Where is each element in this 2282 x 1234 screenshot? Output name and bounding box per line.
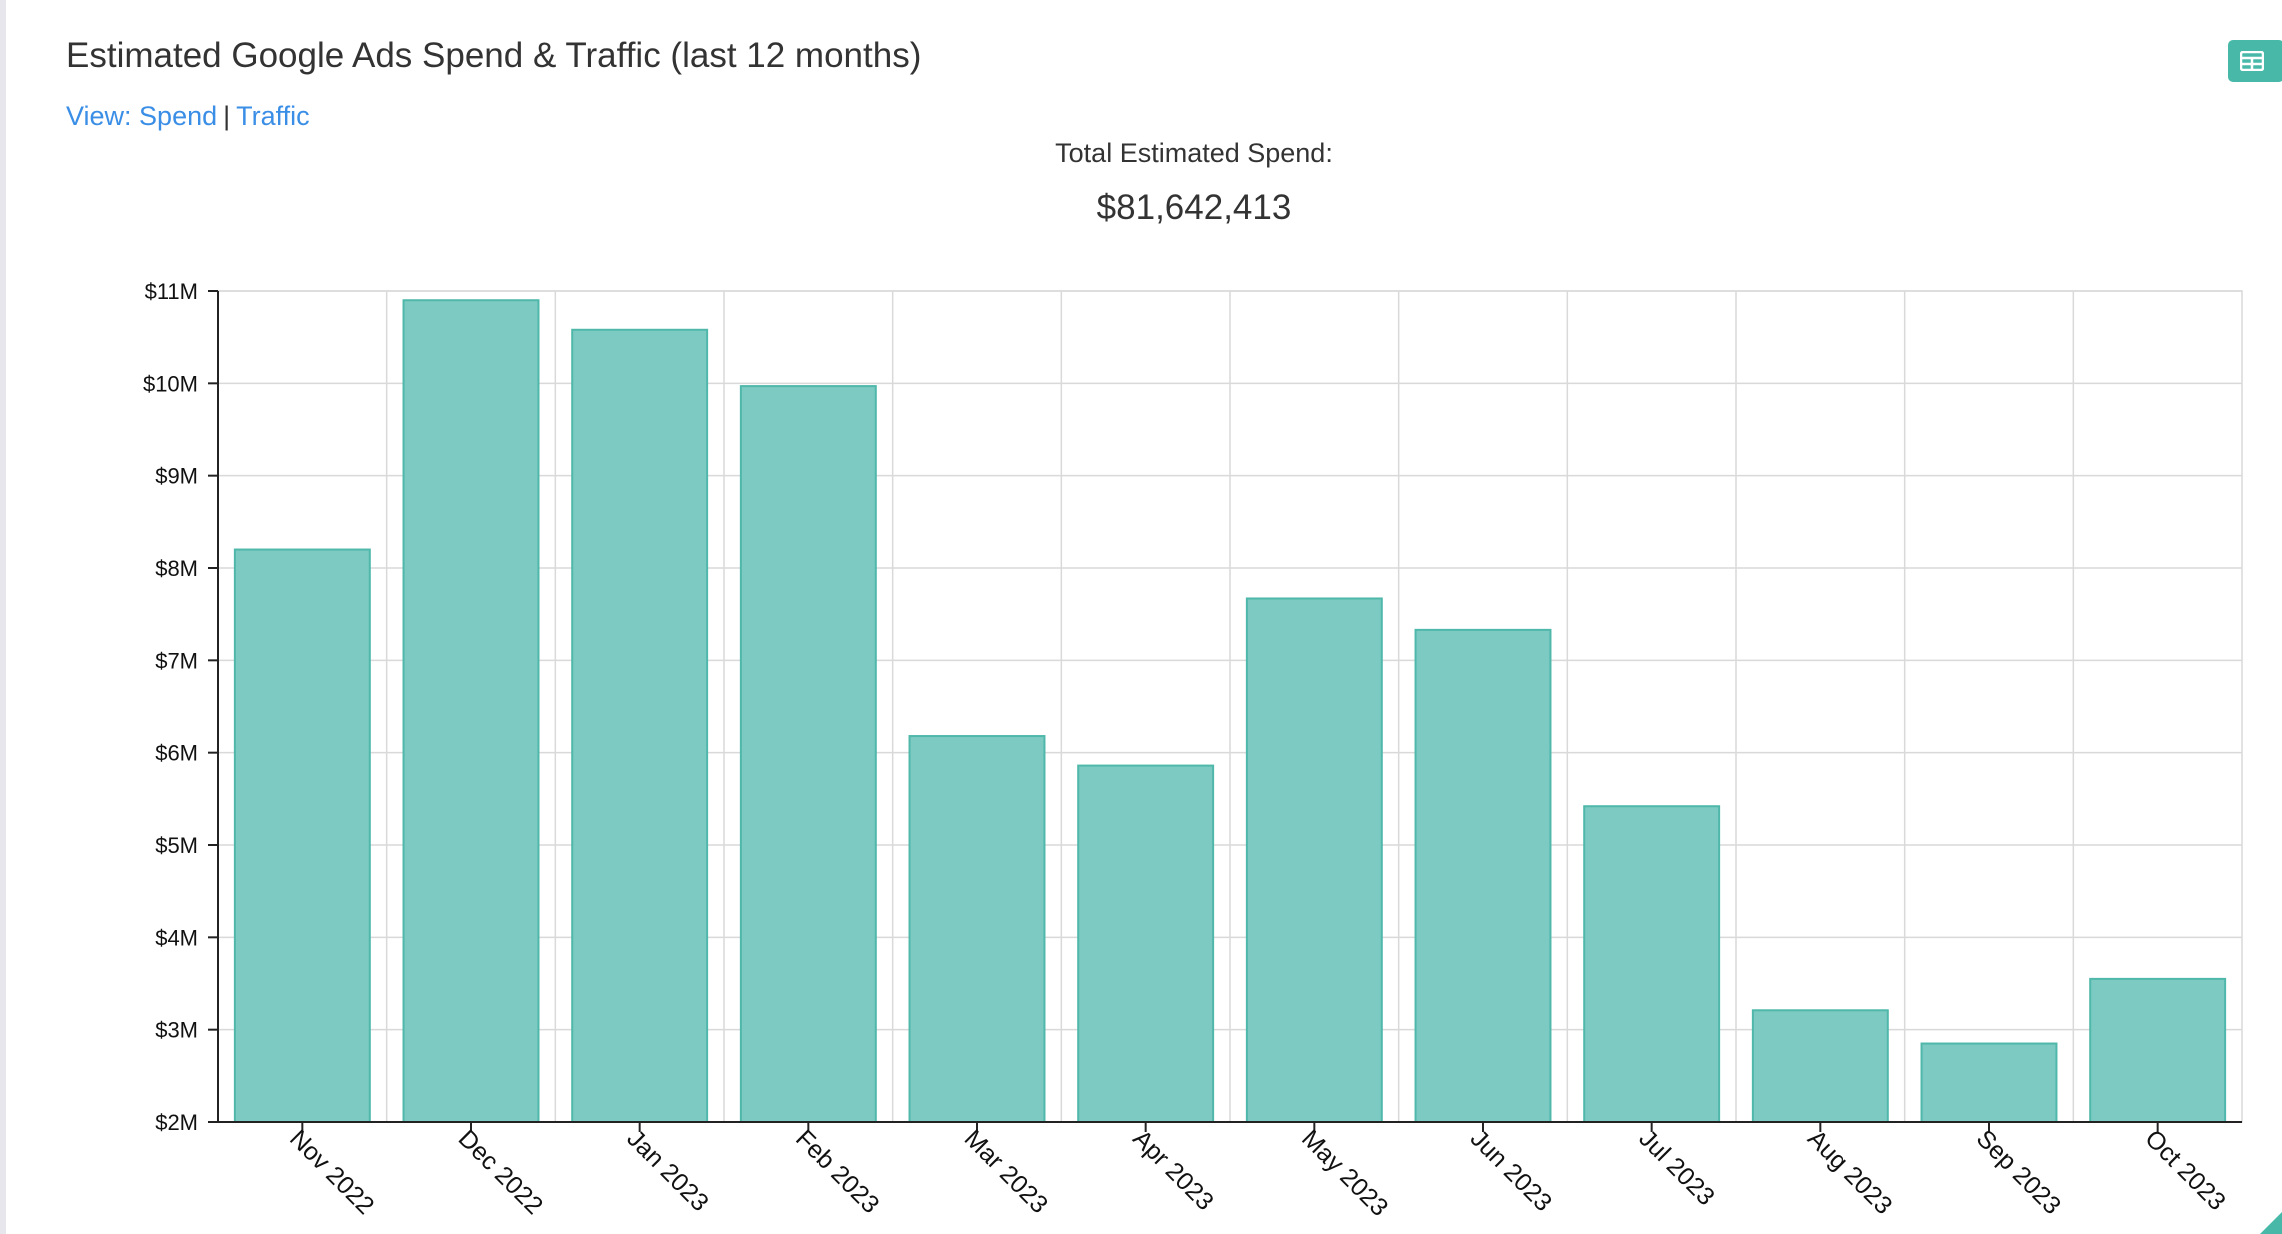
bar[interactable] bbox=[1751, 1009, 1889, 1124]
corner-resize-handle[interactable] bbox=[2260, 1212, 2282, 1234]
view-prefix: View: bbox=[66, 101, 140, 131]
view-traffic-link[interactable]: Traffic bbox=[236, 101, 310, 131]
bar[interactable] bbox=[1414, 628, 1552, 1123]
x-tick-label: Apr 2023 bbox=[1127, 1124, 1219, 1216]
x-tick-label: Oct 2023 bbox=[2139, 1124, 2231, 1216]
bar[interactable] bbox=[739, 385, 877, 1123]
y-tick-label: $6M bbox=[155, 741, 198, 766]
y-tick-label: $8M bbox=[155, 556, 198, 581]
y-tick-label: $10M bbox=[143, 371, 198, 396]
y-tick-label: $5M bbox=[155, 833, 198, 858]
y-tick-label: $7M bbox=[155, 648, 198, 673]
x-tick-label: May 2023 bbox=[1296, 1124, 1393, 1221]
view-spend-label: Spend bbox=[139, 101, 218, 131]
y-tick-label: $3M bbox=[155, 1018, 198, 1043]
total-spend-label: Total Estimated Spend: bbox=[1055, 138, 1333, 168]
y-tick-label: $11M bbox=[145, 279, 198, 304]
bar[interactable] bbox=[1583, 805, 1721, 1123]
x-tick-label: Feb 2023 bbox=[790, 1124, 884, 1218]
bar[interactable] bbox=[908, 735, 1046, 1124]
bar[interactable] bbox=[402, 299, 540, 1123]
total-spend-value: $81,642,413 bbox=[1096, 188, 1292, 227]
x-tick-label: Jul 2023 bbox=[1633, 1124, 1720, 1211]
bar[interactable] bbox=[1077, 764, 1215, 1123]
page-title: Estimated Google Ads Spend & Traffic (la… bbox=[66, 36, 922, 75]
y-tick-label: $9M bbox=[155, 464, 198, 489]
x-tick-label: Dec 2022 bbox=[453, 1124, 548, 1219]
x-tick-label: Mar 2023 bbox=[959, 1124, 1053, 1218]
y-tick-label: $2M bbox=[155, 1110, 198, 1135]
view-spend-link[interactable]: View: Spend bbox=[66, 101, 217, 131]
y-tick-label: $4M bbox=[155, 925, 198, 950]
left-edge-divider bbox=[0, 0, 6, 1234]
bar[interactable] bbox=[1245, 597, 1383, 1123]
bar[interactable] bbox=[571, 328, 709, 1123]
x-tick-label: Nov 2022 bbox=[284, 1124, 379, 1219]
bar[interactable] bbox=[2089, 977, 2227, 1124]
table-toggle-button[interactable] bbox=[2228, 40, 2282, 82]
x-tick-label: Jun 2023 bbox=[1465, 1124, 1558, 1217]
view-switch: View: Spend | Traffic bbox=[66, 101, 310, 132]
x-tick-label: Jan 2023 bbox=[621, 1124, 714, 1217]
bar[interactable] bbox=[233, 548, 371, 1123]
x-tick-label: Aug 2023 bbox=[1802, 1124, 1897, 1219]
x-tick-label: Sep 2023 bbox=[1971, 1124, 2066, 1219]
bar[interactable] bbox=[1920, 1042, 2058, 1124]
table-icon bbox=[2240, 51, 2264, 71]
view-separator: | bbox=[223, 101, 231, 131]
